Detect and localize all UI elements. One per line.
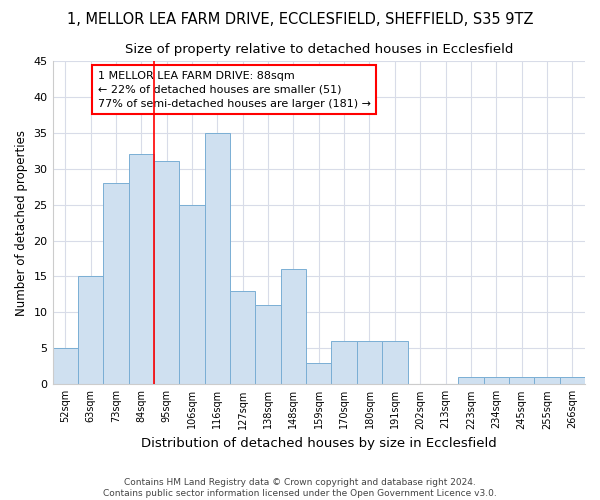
- Bar: [205, 132, 230, 384]
- Text: 1, MELLOR LEA FARM DRIVE, ECCLESFIELD, SHEFFIELD, S35 9TZ: 1, MELLOR LEA FARM DRIVE, ECCLESFIELD, S…: [67, 12, 533, 28]
- Y-axis label: Number of detached properties: Number of detached properties: [15, 130, 28, 316]
- Title: Size of property relative to detached houses in Ecclesfield: Size of property relative to detached ho…: [125, 42, 513, 56]
- Bar: [331, 341, 357, 384]
- Bar: [179, 204, 205, 384]
- Bar: [53, 348, 78, 384]
- Bar: [78, 276, 103, 384]
- Bar: [256, 305, 281, 384]
- Bar: [306, 362, 331, 384]
- Bar: [382, 341, 407, 384]
- Bar: [281, 270, 306, 384]
- Text: Contains HM Land Registry data © Crown copyright and database right 2024.
Contai: Contains HM Land Registry data © Crown c…: [103, 478, 497, 498]
- Bar: [357, 341, 382, 384]
- Bar: [128, 154, 154, 384]
- Bar: [560, 377, 585, 384]
- X-axis label: Distribution of detached houses by size in Ecclesfield: Distribution of detached houses by size …: [141, 437, 497, 450]
- Text: 1 MELLOR LEA FARM DRIVE: 88sqm
← 22% of detached houses are smaller (51)
77% of : 1 MELLOR LEA FARM DRIVE: 88sqm ← 22% of …: [98, 70, 371, 108]
- Bar: [103, 183, 128, 384]
- Bar: [154, 162, 179, 384]
- Bar: [509, 377, 534, 384]
- Bar: [230, 291, 256, 384]
- Bar: [484, 377, 509, 384]
- Bar: [458, 377, 484, 384]
- Bar: [534, 377, 560, 384]
